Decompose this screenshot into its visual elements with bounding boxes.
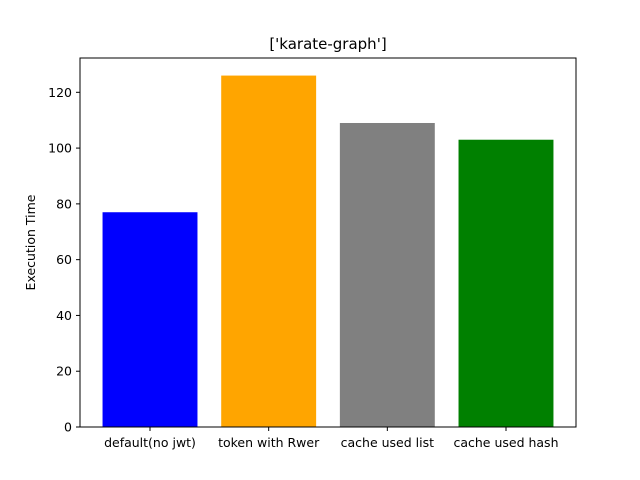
y-tick-label: 40 [56, 308, 72, 323]
x-tick-label: cache used list [341, 435, 434, 450]
y-tick-label: 0 [64, 420, 72, 435]
bar-3 [458, 139, 554, 428]
y-tick-label: 20 [56, 364, 72, 379]
x-tick-label: default(no jwt) [104, 435, 196, 450]
y-tick-label: 120 [48, 85, 72, 100]
y-tick-label: 60 [56, 252, 72, 267]
bar-2 [339, 122, 435, 428]
y-axis-ticks: 0 20 40 60 80 100 120 [48, 85, 80, 435]
chart-title: ['karate-graph'] [269, 35, 386, 53]
y-tick-label: 100 [48, 141, 72, 156]
y-axis-label: Execution Time [23, 194, 38, 290]
x-tick-label: cache used hash [453, 435, 558, 450]
bars-group [102, 75, 554, 428]
x-axis-ticks: default(no jwt) token with Rwer cache used… [104, 427, 559, 450]
bar-1 [221, 75, 317, 428]
plot-frame [79, 57, 577, 428]
x-tick-label: token with Rwer [218, 435, 320, 450]
y-tick-label: 80 [56, 196, 72, 211]
bar-0 [102, 212, 198, 427]
